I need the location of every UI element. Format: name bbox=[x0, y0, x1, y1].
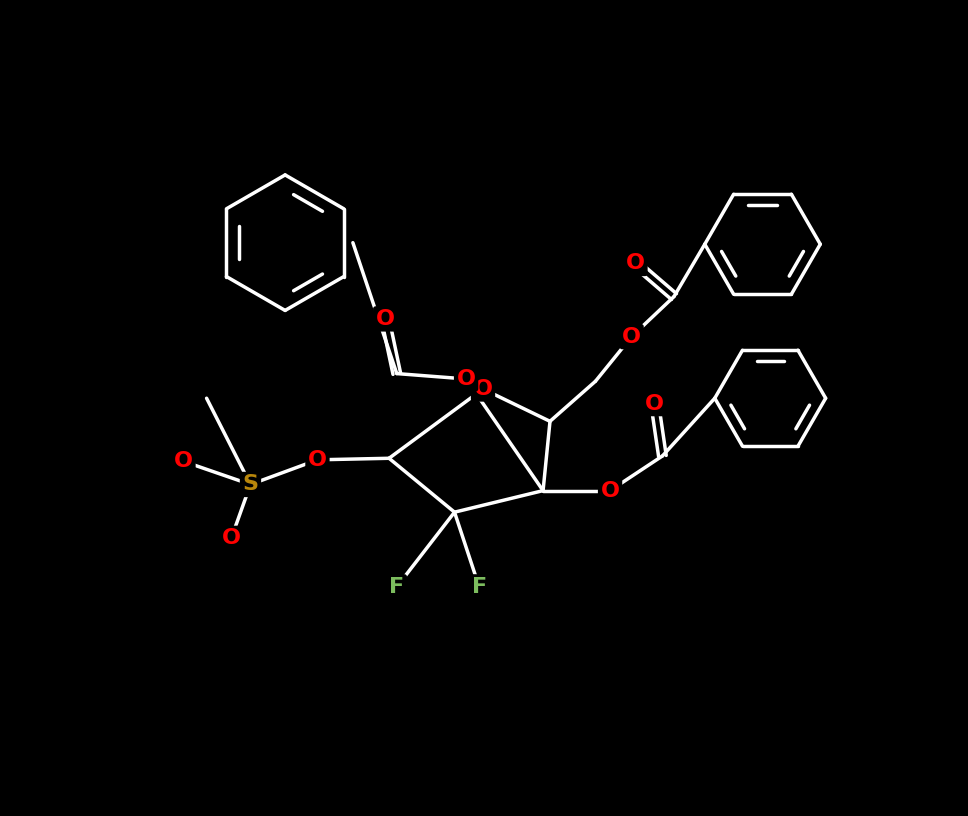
Text: S: S bbox=[242, 474, 258, 494]
Text: O: O bbox=[600, 481, 620, 501]
Text: F: F bbox=[471, 577, 487, 596]
Text: F: F bbox=[389, 577, 405, 596]
Text: O: O bbox=[622, 326, 641, 347]
Text: O: O bbox=[646, 393, 664, 414]
Text: O: O bbox=[376, 309, 395, 329]
Text: O: O bbox=[174, 451, 193, 472]
Text: O: O bbox=[473, 379, 493, 399]
Text: O: O bbox=[626, 254, 645, 273]
Text: O: O bbox=[222, 529, 241, 548]
Text: O: O bbox=[457, 369, 475, 389]
Text: O: O bbox=[308, 450, 327, 470]
